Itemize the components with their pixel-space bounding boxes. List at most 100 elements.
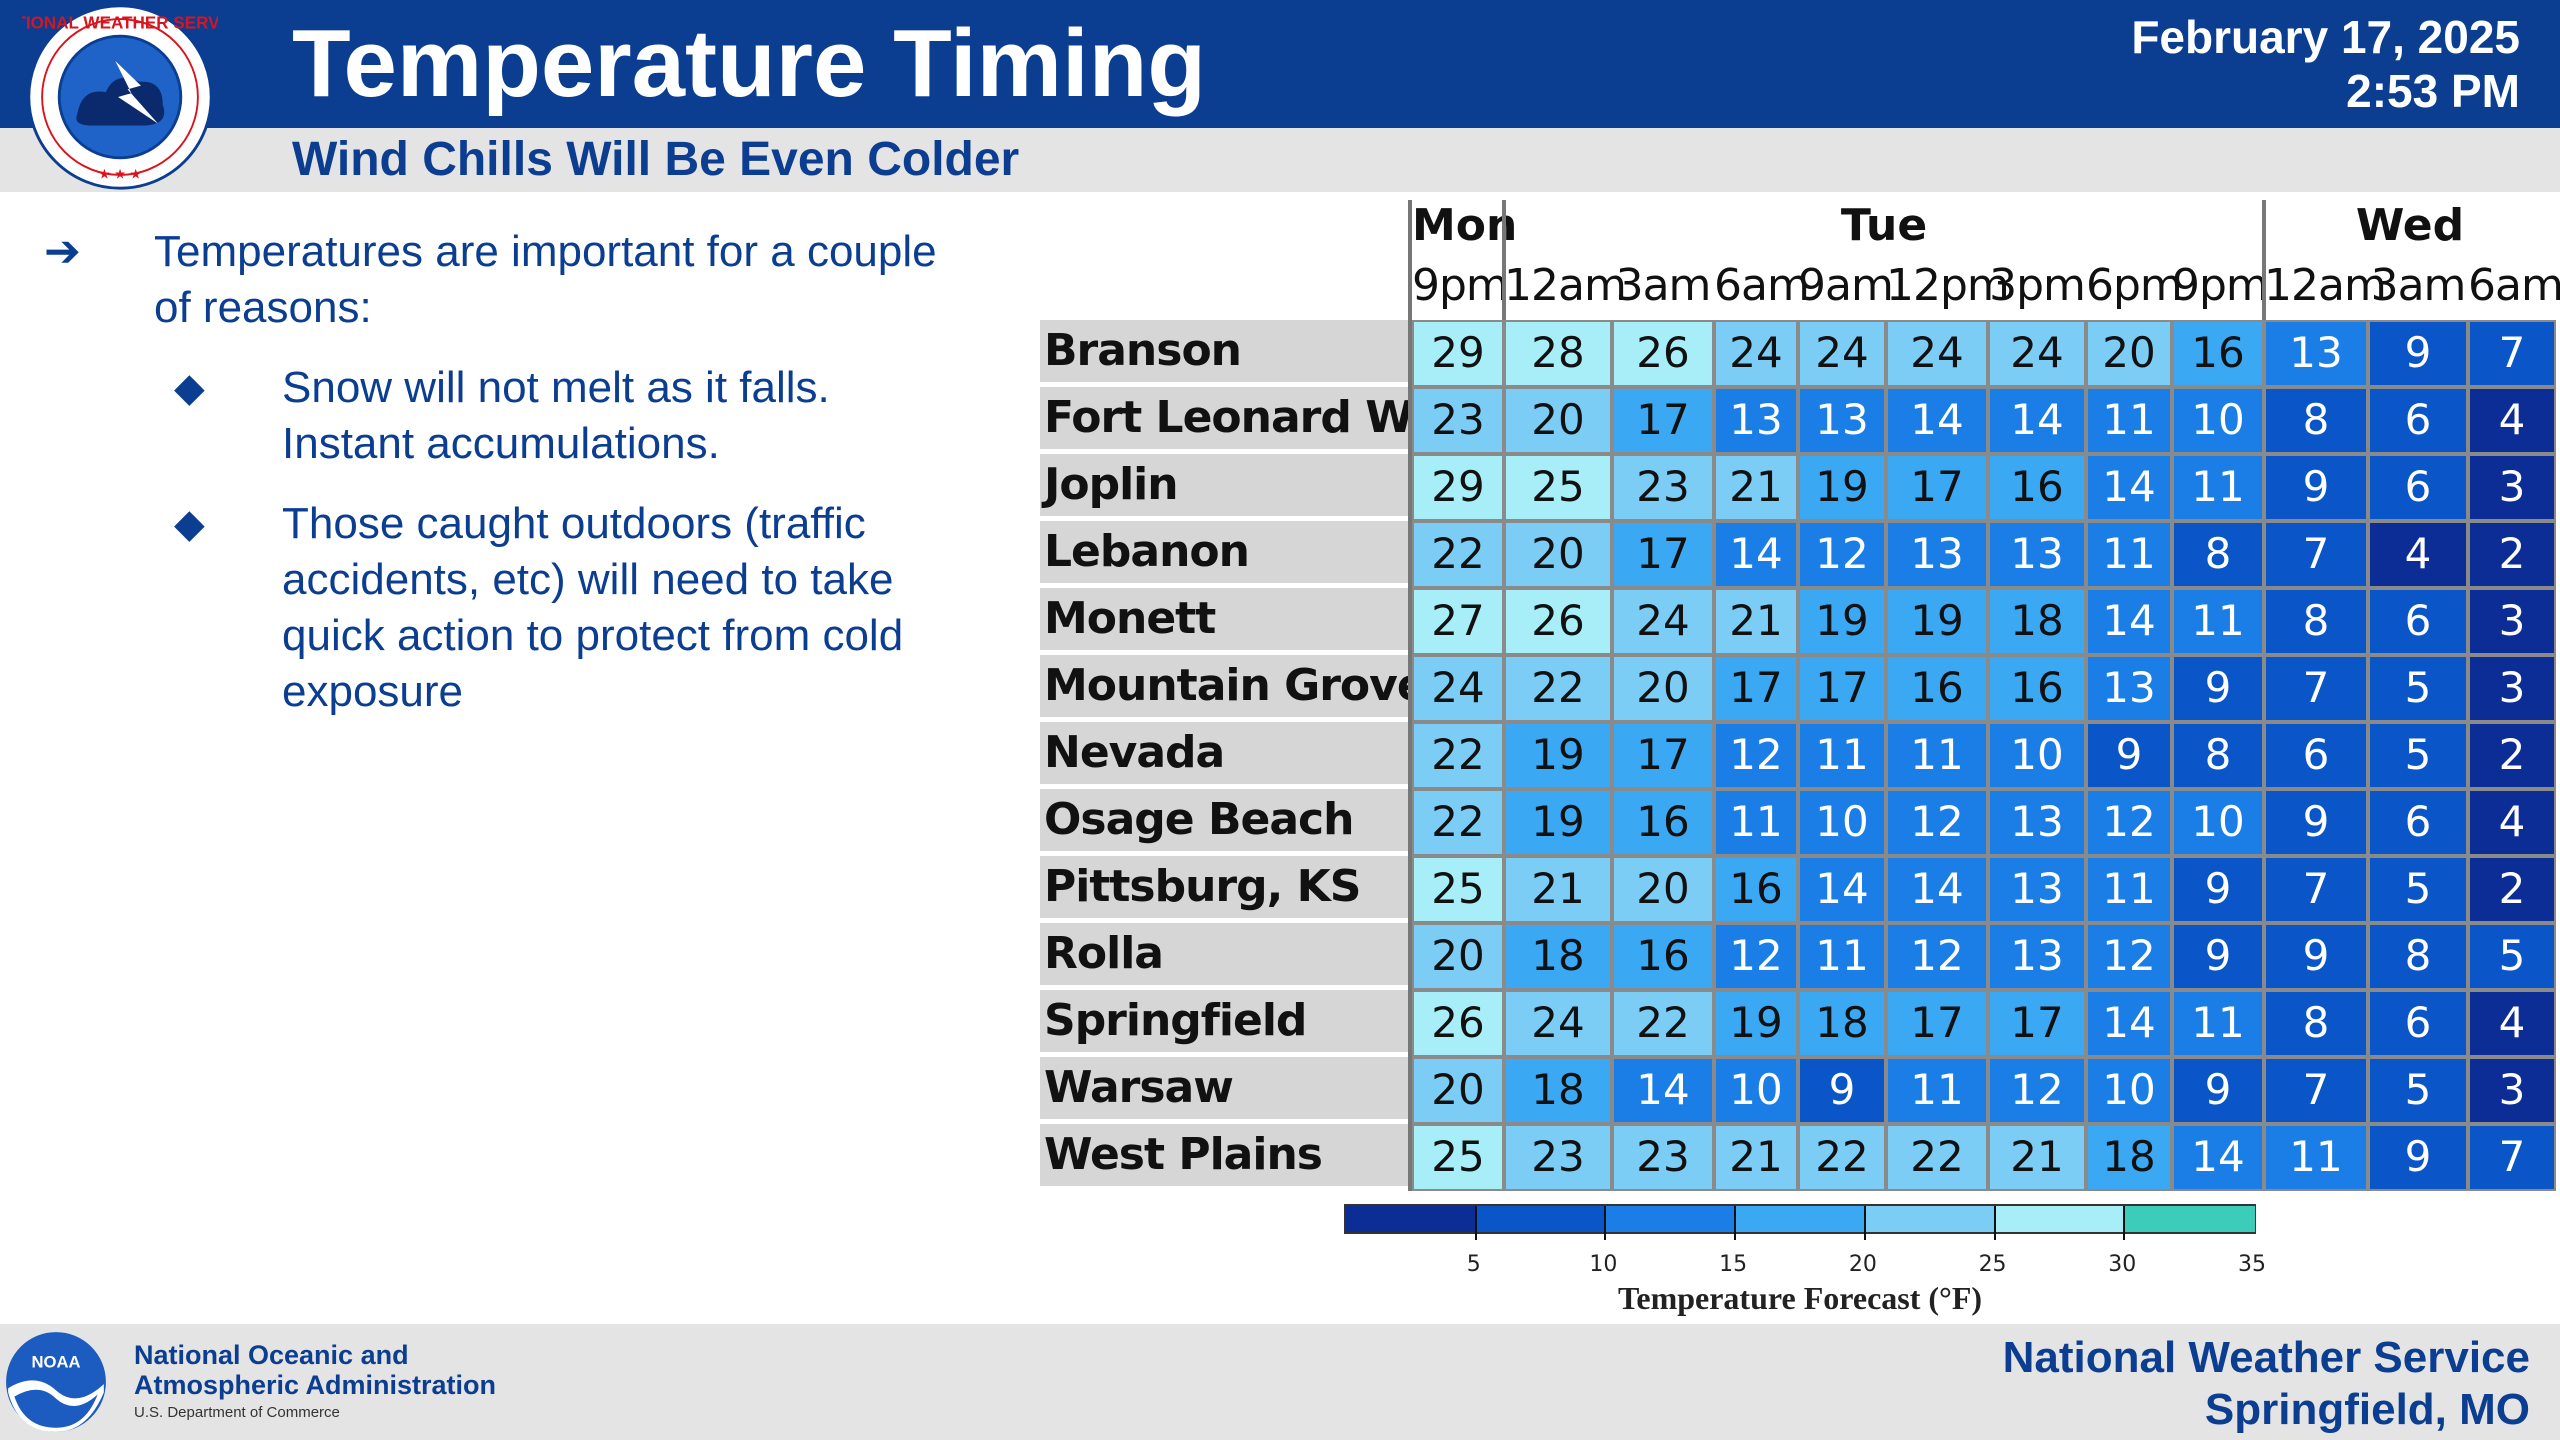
color-scale-segment <box>1346 1206 1477 1232</box>
temperature-cell: 12 <box>1714 923 1798 990</box>
temperature-cell: 29 <box>1412 320 1504 387</box>
temperature-cell: 16 <box>1886 655 1988 722</box>
temperature-cell: 9 <box>2086 722 2172 789</box>
color-scale-label: 10 <box>1589 1252 1618 1277</box>
temperature-cell: 10 <box>2172 789 2264 856</box>
temperature-cell: 12 <box>1988 1057 2086 1124</box>
noaa-logo-text: NOAA <box>32 1352 81 1371</box>
temperature-cell: 16 <box>1988 655 2086 722</box>
temperature-cell: 21 <box>1988 1124 2086 1191</box>
temperature-cell: 21 <box>1714 588 1798 655</box>
time-header: 3am <box>1615 260 1712 311</box>
location-name: Pittsburg, KS <box>1040 856 1408 918</box>
temperature-cell: 11 <box>1798 923 1886 990</box>
temperature-cell: 26 <box>1612 320 1714 387</box>
temperature-cell: 10 <box>1798 789 1886 856</box>
temperature-cell: 22 <box>1612 990 1714 1057</box>
temperature-cell: 9 <box>2264 789 2368 856</box>
color-scale-segment <box>2124 1206 2255 1232</box>
temperature-cell: 25 <box>1412 1124 1504 1191</box>
noaa-name-line-2: Atmospheric Administration <box>134 1370 497 1400</box>
temperature-cell: 25 <box>1504 454 1612 521</box>
temperature-cell: 9 <box>2264 454 2368 521</box>
temperature-cell: 12 <box>1886 789 1988 856</box>
nws-logo-icon: NATIONAL WEATHER SERVICE ★ ★ ★ <box>22 4 218 190</box>
temperature-cell: 17 <box>1612 722 1714 789</box>
temperature-cell: 11 <box>2172 588 2264 655</box>
location-name: Lebanon <box>1040 521 1408 583</box>
temperature-cell: 10 <box>2172 387 2264 454</box>
time-header: 9pm <box>1412 260 1509 311</box>
temperature-cell: 17 <box>1988 990 2086 1057</box>
temperature-cell: 7 <box>2264 521 2368 588</box>
temperature-cell: 24 <box>1988 320 2086 387</box>
temperature-cell: 6 <box>2368 454 2468 521</box>
temperature-cell: 22 <box>1886 1124 1988 1191</box>
temperature-cell: 9 <box>2264 923 2368 990</box>
location-name: Mountain Grove <box>1040 655 1408 717</box>
day-header-mon: Mon <box>1412 200 1518 251</box>
temperature-cell: 6 <box>2368 990 2468 1057</box>
temperature-cell: 11 <box>2264 1124 2368 1191</box>
temperature-cell: 11 <box>2172 990 2264 1057</box>
bullet-sub1-line-1: Snow will not melt as it falls. <box>282 363 830 412</box>
page-subtitle: Wind Chills Will Be Even Colder <box>292 133 1020 186</box>
footer-bar <box>0 1324 2560 1440</box>
temperature-cell: 12 <box>1714 722 1798 789</box>
office-name: National Weather Service <box>2002 1333 2530 1382</box>
temperature-cell: 11 <box>1886 1057 1988 1124</box>
temperature-cell: 9 <box>2172 1057 2264 1124</box>
temperature-cell: 7 <box>2264 655 2368 722</box>
temperature-cell: 24 <box>1412 655 1504 722</box>
location-name: West Plains <box>1040 1124 1408 1186</box>
temperature-cell: 5 <box>2368 856 2468 923</box>
temperature-cell: 11 <box>2086 856 2172 923</box>
temperature-cell: 14 <box>2086 588 2172 655</box>
temperature-cell: 20 <box>2086 320 2172 387</box>
temperature-cell: 14 <box>1714 521 1798 588</box>
temperature-cell: 29 <box>1412 454 1504 521</box>
temperature-cell: 23 <box>1412 387 1504 454</box>
temperature-cell: 12 <box>1798 521 1886 588</box>
temperature-cell: 13 <box>1988 923 2086 990</box>
temperature-cell: 24 <box>1886 320 1988 387</box>
temperature-cell: 12 <box>2086 923 2172 990</box>
temperature-cell: 23 <box>1504 1124 1612 1191</box>
svg-text:★ ★ ★: ★ ★ ★ <box>98 167 141 182</box>
temperature-cell: 22 <box>1412 722 1504 789</box>
color-scale-segment <box>1605 1206 1737 1232</box>
temperature-cell: 3 <box>2468 588 2556 655</box>
temperature-cell: 2 <box>2468 722 2556 789</box>
logo-ring-text: NATIONAL WEATHER SERVICE <box>22 14 218 33</box>
temperature-cell: 10 <box>1714 1057 1798 1124</box>
temperature-cell: 11 <box>1798 722 1886 789</box>
color-scale-label: 15 <box>1719 1252 1748 1277</box>
arrow-bullet-icon: ➔ <box>44 227 81 276</box>
temperature-cell: 14 <box>2086 990 2172 1057</box>
temperature-cell: 24 <box>1714 320 1798 387</box>
bullet-sub2-line-2: accidents, etc) will need to take <box>282 555 894 604</box>
temperature-cell: 8 <box>2264 588 2368 655</box>
day-divider <box>1408 200 1412 1191</box>
temperature-cell: 6 <box>2264 722 2368 789</box>
temperature-cell: 24 <box>1612 588 1714 655</box>
temperature-cell: 16 <box>1612 923 1714 990</box>
color-scale-segment <box>1994 1206 2126 1232</box>
time-header: 6am <box>1714 260 1810 311</box>
temperature-cell: 27 <box>1412 588 1504 655</box>
temperature-cell: 3 <box>2468 454 2556 521</box>
temperature-cell: 4 <box>2468 990 2556 1057</box>
time-header: 9am <box>1798 260 1894 311</box>
temperature-cell: 17 <box>1886 454 1988 521</box>
diamond-bullet-icon: ◆ <box>174 502 205 546</box>
temperature-cell: 8 <box>2368 923 2468 990</box>
temperature-cell: 18 <box>2086 1124 2172 1191</box>
temperature-cell: 10 <box>1988 722 2086 789</box>
location-name: Springfield <box>1040 990 1408 1052</box>
color-scale-label: 35 <box>2238 1252 2266 1277</box>
temperature-cell: 7 <box>2264 856 2368 923</box>
temperature-cell: 11 <box>1886 722 1988 789</box>
temperature-cell: 5 <box>2368 1057 2468 1124</box>
bullet-sub2-line-4: exposure <box>282 667 464 716</box>
temperature-cell: 14 <box>1612 1057 1714 1124</box>
